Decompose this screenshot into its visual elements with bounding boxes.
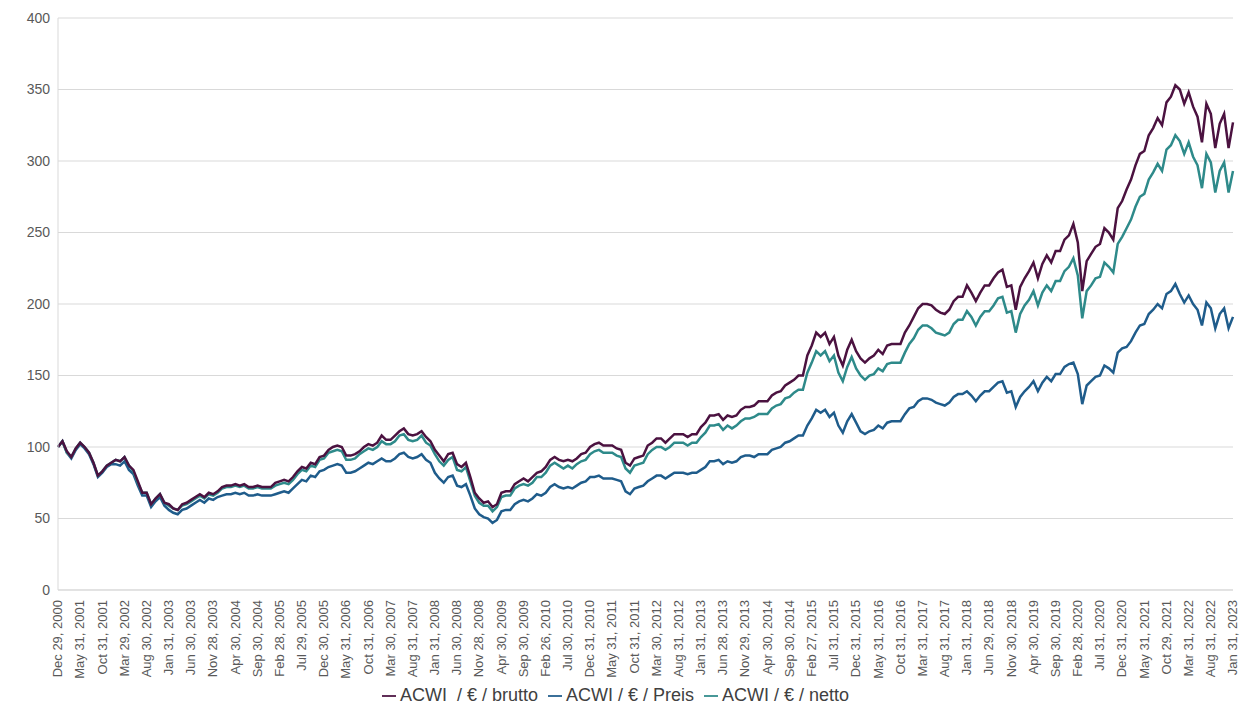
svg-text:May 31, 2006: May 31, 2006 [338,600,353,679]
svg-text:Oct 31, 2006: Oct 31, 2006 [361,600,376,674]
svg-text:Apr 30, 2004: Apr 30, 2004 [228,600,243,674]
svg-text:Jul 31, 2015: Jul 31, 2015 [826,600,841,671]
svg-text:May 31, 2021: May 31, 2021 [1137,600,1152,679]
svg-text:Sep 30, 2009: Sep 30, 2009 [516,600,531,677]
svg-text:Mar 31, 2022: Mar 31, 2022 [1181,600,1196,677]
svg-text:Sep 30, 2014: Sep 30, 2014 [782,600,797,677]
svg-text:350: 350 [27,81,51,97]
svg-text:150: 150 [27,367,51,383]
svg-text:200: 200 [27,296,51,312]
svg-text:Jul 31, 2020: Jul 31, 2020 [1092,600,1107,671]
svg-text:Mar 29, 2002: Mar 29, 2002 [117,600,132,677]
svg-text:Nov 28, 2008: Nov 28, 2008 [471,600,486,677]
svg-text:300: 300 [27,153,51,169]
svg-text:Nov 28, 2003: Nov 28, 2003 [205,600,220,677]
svg-text:Sep 30, 2004: Sep 30, 2004 [250,600,265,677]
svg-text:Aug 31, 2022: Aug 31, 2022 [1203,600,1218,677]
svg-text:0: 0 [42,582,50,598]
svg-text:Oct 31, 2001: Oct 31, 2001 [95,600,110,674]
svg-text:Aug 31, 2017: Aug 31, 2017 [937,600,952,677]
svg-text:Dec 30, 2005: Dec 30, 2005 [316,600,331,677]
svg-text:Oct 31, 2011: Oct 31, 2011 [627,600,642,673]
svg-text:Oct 29, 2021: Oct 29, 2021 [1159,600,1174,674]
svg-text:Jan 31, 2013: Jan 31, 2013 [693,600,708,675]
svg-text:Feb 28, 2005: Feb 28, 2005 [272,600,287,677]
svg-text:400: 400 [27,10,51,26]
svg-text:Dec 29, 2000: Dec 29, 2000 [50,600,65,677]
svg-text:Dec 31, 2010: Dec 31, 2010 [582,600,597,677]
svg-text:Jul 29, 2005: Jul 29, 2005 [294,600,309,671]
svg-text:Jun 30, 2008: Jun 30, 2008 [449,600,464,675]
svg-text:May 31, 2016: May 31, 2016 [871,600,886,679]
svg-text:Mar 30, 2007: Mar 30, 2007 [383,600,398,677]
svg-text:Mar 30, 2012: Mar 30, 2012 [649,600,664,677]
svg-text:Jan 31, 2008: Jan 31, 2008 [427,600,442,675]
svg-text:Sep 30, 2019: Sep 30, 2019 [1048,600,1063,677]
svg-text:100: 100 [27,439,51,455]
svg-text:Apr 30, 2019: Apr 30, 2019 [1026,600,1041,674]
svg-text:Aug 31, 2007: Aug 31, 2007 [405,600,420,677]
svg-text:Jan 31, 2018: Jan 31, 2018 [959,600,974,675]
svg-text:Dec 31, 2020: Dec 31, 2020 [1114,600,1129,677]
svg-text:Aug 30, 2002: Aug 30, 2002 [139,600,154,677]
svg-text:50: 50 [34,510,50,526]
svg-text:250: 250 [27,224,51,240]
svg-text:Feb 26, 2010: Feb 26, 2010 [538,600,553,677]
svg-text:May 31, 2001: May 31, 2001 [72,600,87,679]
svg-text:Jun 28, 2013: Jun 28, 2013 [715,600,730,675]
svg-text:Jul 30, 2010: Jul 30, 2010 [560,600,575,671]
svg-text:Apr 30, 2009: Apr 30, 2009 [494,600,509,674]
svg-text:Jan 31, 2023: Jan 31, 2023 [1225,600,1240,675]
svg-text:Jun 29, 2018: Jun 29, 2018 [981,600,996,675]
svg-text:Mar 31, 2017: Mar 31, 2017 [915,600,930,677]
svg-text:Nov 29, 2013: Nov 29, 2013 [737,600,752,677]
svg-text:Apr 30, 2014: Apr 30, 2014 [760,600,775,674]
svg-text:Dec 31, 2015: Dec 31, 2015 [848,600,863,677]
svg-text:Oct 31, 2016: Oct 31, 2016 [893,600,908,674]
html-text:ACWI / € / brutto: ACWI / € / brutto [399,685,538,705]
html-text:ACWI / € / netto: ACWI / € / netto [722,685,850,705]
html-text:ACWI / € / Preis: ACWI / € / Preis [566,685,694,705]
svg-text:Nov 30, 2018: Nov 30, 2018 [1004,600,1019,677]
svg-text:Jun 30, 2003: Jun 30, 2003 [183,600,198,675]
svg-text:Aug 31, 2012: Aug 31, 2012 [671,600,686,677]
svg-text:May 31, 2011: May 31, 2011 [604,600,619,678]
svg-text:Feb 28, 2020: Feb 28, 2020 [1070,600,1085,677]
svg-text:Feb 27, 2015: Feb 27, 2015 [804,600,819,677]
svg-text:Jan 31, 2003: Jan 31, 2003 [161,600,176,675]
